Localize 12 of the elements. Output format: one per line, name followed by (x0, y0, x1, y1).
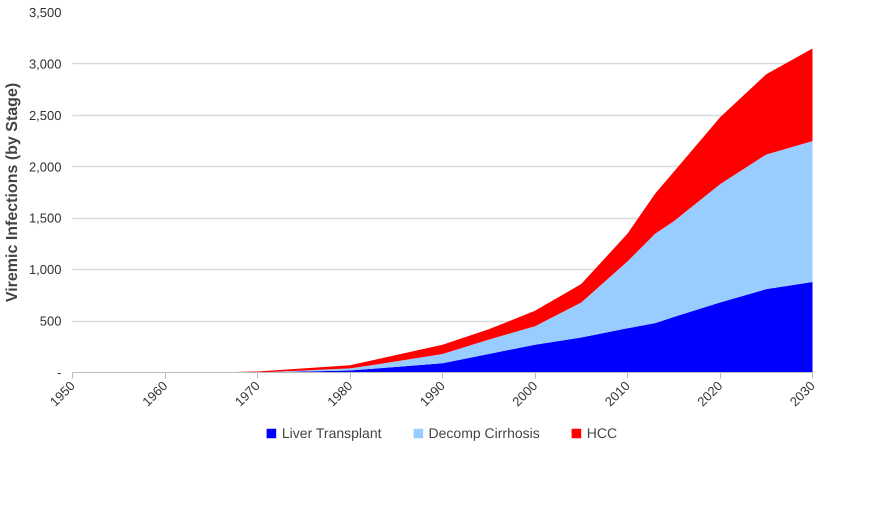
y-tick-label: - (57, 365, 62, 380)
y-tick-label: 1,500 (28, 210, 62, 226)
y-tick-label: 3,500 (28, 5, 62, 20)
y-tick-label: 2,500 (28, 108, 62, 123)
legend-label: HCC (586, 425, 618, 441)
legend-label: Decomp Cirrhosis (428, 425, 540, 441)
y-axis-title: Viremic Infections (by Stage) (4, 82, 21, 302)
y-tick-label: 2,000 (28, 159, 62, 174)
y-tick-label: 1,000 (28, 262, 62, 278)
legend-label: Liver Transplant (282, 425, 382, 441)
y-tick-label: 3,000 (28, 56, 62, 72)
y-tick-label: 500 (40, 314, 62, 329)
